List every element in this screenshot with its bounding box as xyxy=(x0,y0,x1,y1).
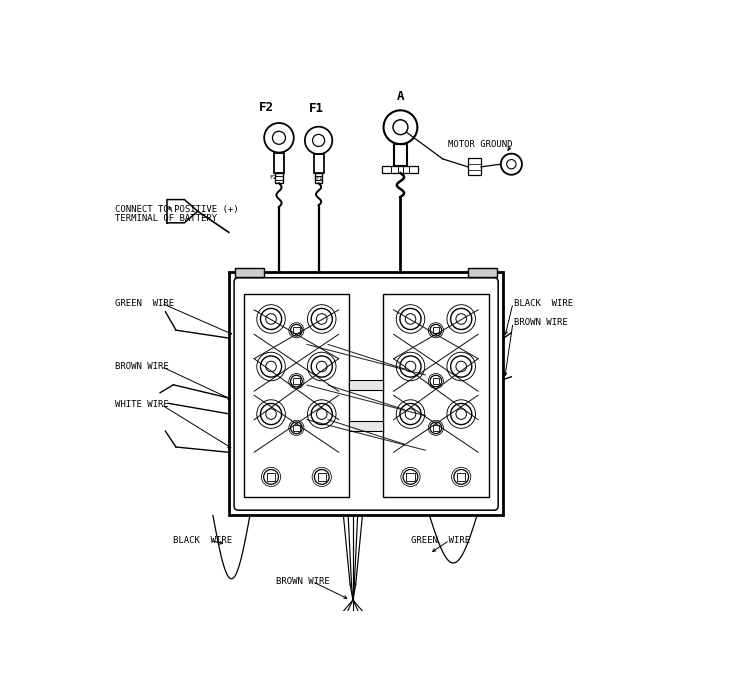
Bar xyxy=(293,425,300,431)
Text: BROWN WIRE: BROWN WIRE xyxy=(115,362,169,371)
Text: F1: F1 xyxy=(315,176,323,180)
Text: BROWN WIRE: BROWN WIRE xyxy=(514,318,567,327)
Bar xyxy=(467,158,481,176)
Bar xyxy=(276,173,283,183)
Bar xyxy=(383,294,489,497)
Bar xyxy=(229,272,503,515)
Text: BROWN WIRE: BROWN WIRE xyxy=(276,577,330,586)
Text: F2: F2 xyxy=(259,101,274,114)
Bar xyxy=(293,327,300,333)
Bar xyxy=(314,154,323,173)
Bar xyxy=(349,380,383,390)
Text: F2: F2 xyxy=(270,175,277,180)
Text: GREEN  WIRE: GREEN WIRE xyxy=(411,536,470,545)
Text: BLACK  WIRE: BLACK WIRE xyxy=(173,536,232,545)
Text: BLACK  WIRE: BLACK WIRE xyxy=(514,298,573,307)
Bar xyxy=(349,421,383,431)
Bar xyxy=(406,473,415,481)
Bar xyxy=(394,144,406,166)
Bar xyxy=(318,473,326,481)
Bar xyxy=(267,473,275,481)
Text: A: A xyxy=(397,91,404,104)
Bar xyxy=(273,152,284,173)
Bar xyxy=(382,166,418,173)
Bar xyxy=(293,378,300,384)
Text: CONNECT TO POSITIVE (+): CONNECT TO POSITIVE (+) xyxy=(115,204,239,213)
Bar xyxy=(433,378,439,384)
Text: F1: F1 xyxy=(309,102,323,115)
Bar xyxy=(457,473,465,481)
Bar xyxy=(468,268,497,276)
Bar xyxy=(433,327,439,333)
Bar xyxy=(433,425,439,431)
Bar xyxy=(243,294,349,497)
Bar xyxy=(315,173,322,183)
Text: GREEN  WIRE: GREEN WIRE xyxy=(115,298,174,307)
Polygon shape xyxy=(167,200,198,223)
Text: TERMINAL OF BATTERY: TERMINAL OF BATTERY xyxy=(115,213,218,222)
Bar xyxy=(235,268,264,276)
Text: MOTOR GROUND: MOTOR GROUND xyxy=(448,140,512,149)
Text: WHITE WIRE: WHITE WIRE xyxy=(115,400,169,409)
